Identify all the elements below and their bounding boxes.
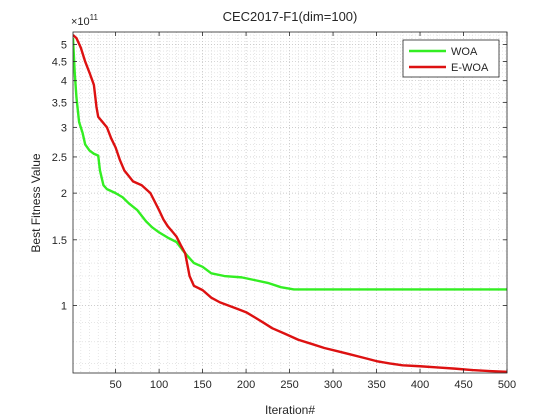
x-tick-label: 50 xyxy=(109,379,121,391)
y-tick-label: 3 xyxy=(61,122,67,134)
y-exponent-label: ×1011 xyxy=(71,13,99,28)
y-tick-label: 1.5 xyxy=(52,235,67,247)
series-line-e-woa xyxy=(73,34,507,373)
x-tick-label: 100 xyxy=(150,379,168,391)
series-line-woa xyxy=(73,38,507,291)
y-tick-label: 5 xyxy=(61,39,67,51)
x-tick-label: 150 xyxy=(193,379,211,391)
y-tick-label: 2 xyxy=(61,188,67,200)
y-axis: 1 1.5 2 2.5 3 3.5 4 4.5 5 xyxy=(52,39,507,313)
y-tick-label: 2.5 xyxy=(52,152,67,164)
x-tick-label: 400 xyxy=(411,379,429,391)
legend-label-e-woa: E-WOA xyxy=(451,62,489,74)
x-tick-label: 500 xyxy=(498,379,516,391)
legend-box xyxy=(402,39,500,78)
x-tick-label: 450 xyxy=(454,379,472,391)
minor-grid xyxy=(73,32,507,373)
x-axis: 50 100 150 200 250 300 350 400 450 500 xyxy=(109,32,516,391)
chart-title: CEC2017-F1(dim=100) xyxy=(223,9,358,24)
series-layer xyxy=(73,34,507,373)
y-axis-label: Best Fitness Value xyxy=(29,153,43,252)
x-tick-label: 200 xyxy=(237,379,255,391)
x-tick-label: 350 xyxy=(367,379,385,391)
plot-area xyxy=(73,32,507,373)
major-grid xyxy=(73,32,508,373)
x-tick-label: 300 xyxy=(324,379,342,391)
y-tick-label: 1 xyxy=(61,301,67,313)
y-exponent-power: 11 xyxy=(90,13,99,22)
x-axis-label: Iteration# xyxy=(265,403,315,417)
x-tick-label: 250 xyxy=(280,379,298,391)
y-tick-label: 4.5 xyxy=(52,57,67,69)
legend-label-woa: WOA xyxy=(451,46,478,58)
legend: WOA E-WOA xyxy=(402,39,500,78)
axes-box xyxy=(72,31,508,374)
y-exponent-base: ×10 xyxy=(71,16,90,28)
y-tick-label: 4 xyxy=(61,76,67,88)
y-tick-label: 3.5 xyxy=(52,97,67,109)
